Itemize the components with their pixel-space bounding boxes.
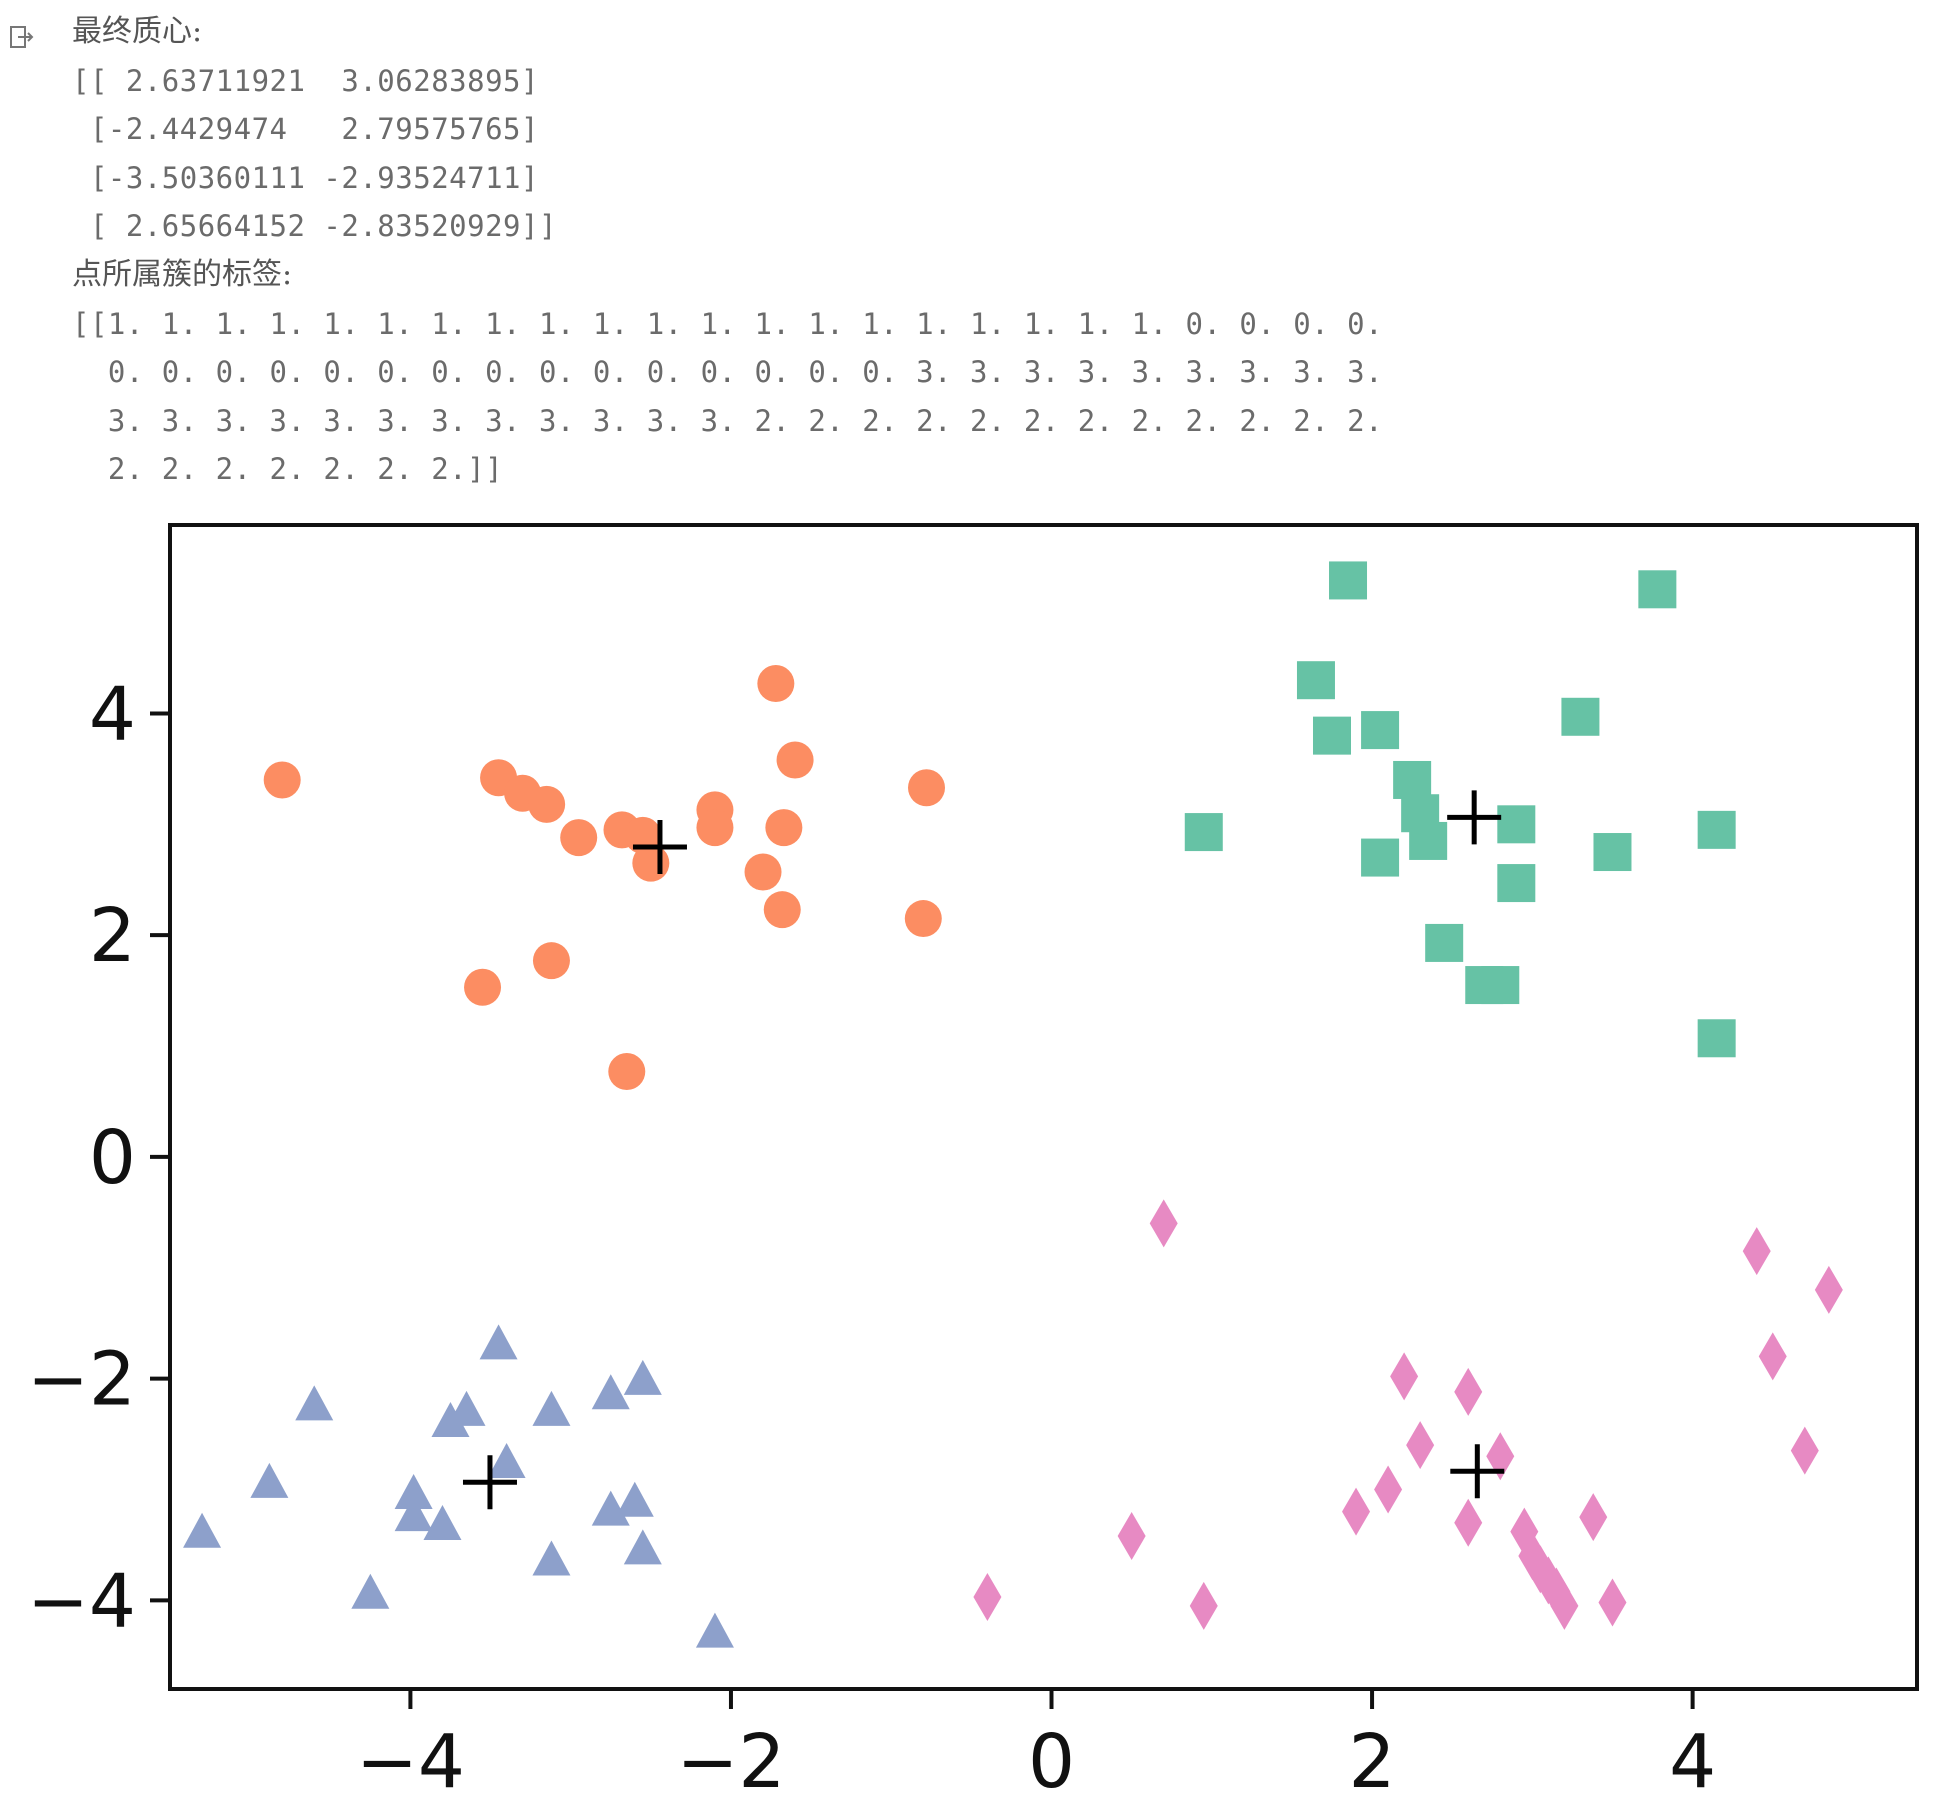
point-square-15 (1425, 923, 1464, 962)
centroid-line-2: [-2.4429474 2.79575765] (72, 112, 539, 147)
point-triangle-0 (479, 1324, 518, 1360)
point-triangle-2 (623, 1359, 662, 1395)
point-circle-10 (632, 844, 670, 882)
x-tick-label-0: −4 (356, 1719, 465, 1794)
point-triangle-14 (183, 1512, 222, 1548)
point-circle-1 (776, 741, 814, 779)
point-triangle-1 (295, 1385, 334, 1421)
point-square-1 (1638, 570, 1677, 609)
point-diamond-2 (1814, 1265, 1843, 1314)
plot-frame (168, 523, 1919, 1691)
point-diamond-0 (1149, 1199, 1178, 1248)
point-triangle-16 (623, 1529, 662, 1565)
scatter-plot: −4 −2 0 2 4 −4 −2 0 2 4 (27, 523, 1919, 1794)
point-square-6 (1393, 760, 1432, 799)
point-diamond-9 (1374, 1465, 1403, 1514)
centroid-marker-0 (1447, 790, 1502, 845)
point-square-18 (1697, 1019, 1736, 1058)
point-square-13 (1697, 810, 1736, 849)
point-square-10 (1184, 813, 1223, 852)
point-square-11 (1361, 838, 1400, 877)
centroid-line-4: [ 2.65664152 -2.83520929]] (72, 209, 557, 244)
point-square-4 (1361, 711, 1400, 750)
point-circle-6 (907, 769, 945, 807)
point-diamond-3 (1758, 1332, 1787, 1381)
point-triangle-6 (431, 1401, 470, 1437)
point-square-2 (1296, 661, 1335, 700)
point-triangle-17 (351, 1573, 390, 1609)
centroid-line-3: [-3.50360111 -2.93524711] (72, 160, 539, 195)
point-diamond-8 (1790, 1426, 1819, 1475)
point-diamond-5 (1454, 1367, 1483, 1416)
centroid-line-1: [[ 2.63711921 3.06283895] (72, 63, 539, 98)
axes: −4 −2 0 2 4 −4 −2 0 2 4 (27, 671, 1716, 1794)
y-tick-label-0: −4 (27, 1558, 136, 1644)
labels-title: 点所属簇的标签: (72, 256, 293, 292)
point-diamond-20 (973, 1572, 1002, 1621)
y-tick-label-1: −2 (27, 1337, 136, 1423)
point-square-5 (1561, 697, 1600, 736)
point-diamond-13 (1579, 1493, 1608, 1542)
y-tick-label-3: 2 (89, 893, 136, 979)
data-marks (183, 561, 1843, 1648)
point-circle-7 (560, 819, 598, 857)
point-triangle-10 (394, 1496, 433, 1532)
point-circle-0 (757, 665, 795, 703)
point-square-9 (1497, 805, 1536, 844)
console-output: 最终质心: [[ 2.63711921 3.06283895] [-2.4429… (72, 8, 1872, 494)
point-diamond-21 (1189, 1581, 1218, 1630)
point-circle-18 (464, 968, 502, 1006)
label-line-3: 3. 3. 3. 3. 3. 3. 3. 3. 3. 3. 3. 3. 2. 2… (72, 403, 1384, 438)
point-diamond-1 (1742, 1227, 1771, 1276)
point-square-0 (1329, 561, 1368, 600)
point-diamond-6 (1406, 1421, 1435, 1470)
point-triangle-15 (532, 1540, 571, 1576)
point-diamond-22 (1598, 1578, 1627, 1627)
point-square-3 (1312, 716, 1351, 755)
point-circle-16 (904, 900, 942, 938)
centroid-marker-1 (632, 819, 687, 874)
point-triangle-11 (423, 1505, 462, 1541)
point-circle-17 (532, 942, 570, 980)
point-diamond-4 (1390, 1352, 1419, 1401)
point-circle-2 (263, 761, 301, 799)
x-tick-label-1: −2 (676, 1719, 785, 1794)
point-triangle-4 (532, 1390, 571, 1426)
point-square-12 (1593, 833, 1632, 872)
centroids-title: 最终质心: (72, 14, 203, 49)
centroid-marker-2 (462, 1455, 517, 1510)
point-diamond-14 (1117, 1512, 1146, 1561)
centroid-marker-3 (1450, 1444, 1505, 1499)
point-diamond-11 (1454, 1498, 1483, 1547)
point-triangle-7 (487, 1442, 526, 1478)
point-circle-5 (528, 785, 566, 823)
point-circle-12 (696, 809, 734, 847)
x-tick-label-2: 0 (1028, 1719, 1075, 1794)
output-arrow-icon (8, 24, 36, 52)
point-circle-19 (608, 1053, 646, 1091)
point-diamond-10 (1342, 1487, 1371, 1536)
label-line-4: 2. 2. 2. 2. 2. 2. 2.]] (72, 452, 504, 487)
label-line-1: [[1. 1. 1. 1. 1. 1. 1. 1. 1. 1. 1. 1. 1.… (72, 306, 1384, 341)
point-circle-15 (763, 891, 801, 929)
point-square-14 (1497, 864, 1536, 903)
point-circle-13 (765, 809, 803, 847)
label-line-2: 0. 0. 0. 0. 0. 0. 0. 0. 0. 0. 0. 0. 0. 0… (72, 355, 1384, 390)
x-tick-label-3: 2 (1349, 1719, 1396, 1794)
point-diamond-19 (1550, 1581, 1579, 1630)
y-tick-label-4: 4 (89, 671, 136, 757)
y-tick-label-2: 0 (89, 1115, 136, 1201)
x-tick-label-4: 4 (1669, 1719, 1716, 1794)
point-circle-14 (744, 853, 782, 891)
point-square-17 (1481, 966, 1520, 1005)
point-triangle-13 (591, 1490, 630, 1526)
point-diamond-7 (1486, 1432, 1515, 1481)
point-triangle-8 (250, 1462, 289, 1498)
point-triangle-9 (394, 1474, 433, 1509)
point-square-8 (1409, 821, 1448, 860)
point-triangle-3 (591, 1374, 630, 1410)
point-triangle-18 (695, 1612, 734, 1648)
point-triangle-12 (615, 1481, 654, 1517)
